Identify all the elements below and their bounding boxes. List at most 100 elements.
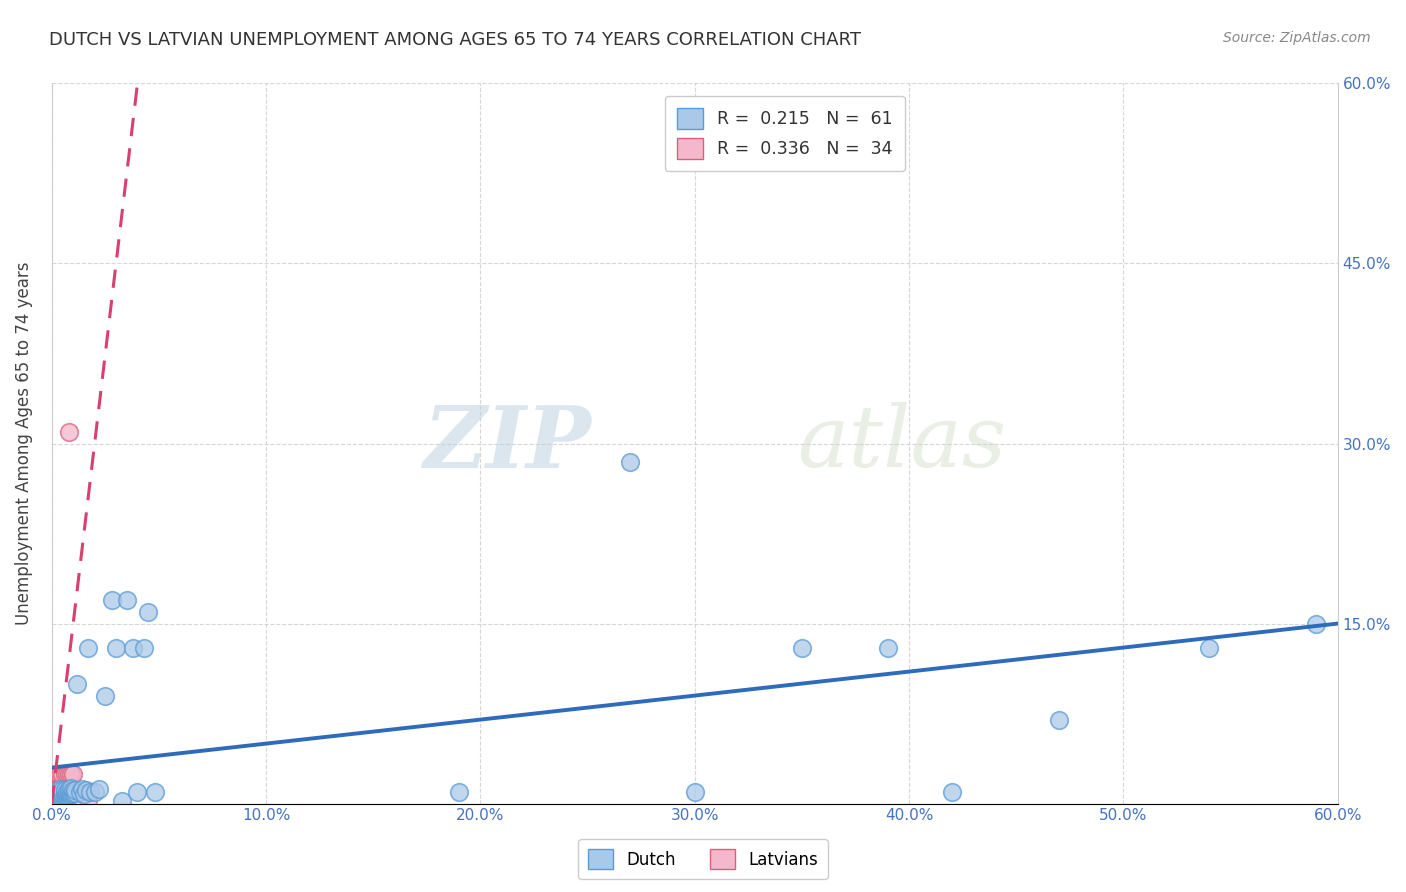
Dutch (45, 784, 67, 798)
Text: DUTCH VS LATVIAN UNEMPLOYMENT AMONG AGES 65 TO 74 YEARS CORRELATION CHART: DUTCH VS LATVIAN UNEMPLOYMENT AMONG AGES… (49, 31, 862, 49)
Dutch (1198, 640, 1220, 655)
Dutch (100, 592, 122, 607)
Dutch (127, 784, 149, 798)
Latvians (53, 784, 76, 798)
Dutch (51, 786, 73, 800)
Dutch (65, 786, 87, 800)
Latvians (49, 782, 72, 797)
Dutch (62, 783, 84, 797)
Dutch (65, 783, 87, 797)
Latvians (49, 784, 72, 798)
Dutch (55, 784, 77, 798)
Latvians (51, 784, 73, 798)
Dutch (70, 782, 93, 797)
Latvians (42, 784, 65, 798)
Dutch (49, 789, 72, 804)
Latvians (62, 766, 84, 780)
Dutch (49, 787, 72, 801)
Dutch (53, 783, 76, 797)
Dutch (58, 782, 80, 797)
Dutch (51, 788, 73, 802)
Dutch (46, 786, 69, 800)
Dutch (46, 788, 69, 802)
Latvians (62, 784, 84, 798)
Dutch (115, 592, 138, 607)
Dutch (77, 640, 100, 655)
Dutch (55, 786, 77, 800)
Dutch (1047, 713, 1070, 727)
Y-axis label: Unemployment Among Ages 65 to 74 years: Unemployment Among Ages 65 to 74 years (15, 261, 32, 625)
Dutch (619, 454, 641, 468)
Latvians (49, 766, 72, 780)
Dutch (49, 782, 72, 797)
Dutch (53, 788, 76, 802)
Dutch (42, 790, 65, 805)
Dutch (132, 640, 155, 655)
Dutch (111, 794, 134, 808)
Latvians (45, 784, 67, 798)
Latvians (45, 787, 67, 801)
Latvians (58, 784, 80, 798)
Dutch (94, 689, 117, 703)
Dutch (45, 787, 67, 801)
Dutch (58, 787, 80, 801)
Latvians (55, 784, 77, 798)
Dutch (55, 788, 77, 802)
Latvians (55, 787, 77, 801)
Latvians (46, 782, 69, 797)
Latvians (51, 782, 73, 797)
Dutch (46, 784, 69, 798)
Latvians (69, 784, 91, 798)
Dutch (60, 784, 83, 798)
Dutch (53, 786, 76, 800)
Text: atlas: atlas (797, 402, 1007, 485)
Dutch (51, 787, 73, 801)
Dutch (941, 784, 963, 798)
Legend: R =  0.215   N =  61, R =  0.336   N =  34: R = 0.215 N = 61, R = 0.336 N = 34 (665, 95, 904, 171)
Latvians (51, 787, 73, 801)
Text: Source: ZipAtlas.com: Source: ZipAtlas.com (1223, 31, 1371, 45)
Dutch (876, 640, 898, 655)
Dutch (87, 782, 110, 797)
Dutch (790, 640, 813, 655)
Dutch (46, 790, 69, 805)
Latvians (49, 787, 72, 801)
Text: ZIP: ZIP (425, 401, 592, 485)
Latvians (60, 766, 83, 780)
Dutch (136, 605, 159, 619)
Dutch (105, 640, 128, 655)
Legend: Dutch, Latvians: Dutch, Latvians (578, 838, 828, 880)
Dutch (66, 676, 89, 690)
Dutch (49, 788, 72, 802)
Latvians (46, 784, 69, 798)
Dutch (73, 787, 96, 801)
Dutch (62, 786, 84, 800)
Latvians (62, 787, 84, 801)
Dutch (51, 790, 73, 805)
Latvians (58, 425, 80, 439)
Latvians (42, 782, 65, 797)
Latvians (60, 787, 83, 801)
Latvians (46, 788, 69, 802)
Latvians (51, 766, 73, 780)
Dutch (49, 784, 72, 798)
Dutch (60, 780, 83, 795)
Dutch (122, 640, 145, 655)
Dutch (58, 784, 80, 798)
Dutch (69, 784, 91, 798)
Dutch (79, 784, 101, 798)
Dutch (60, 787, 83, 801)
Latvians (53, 787, 76, 801)
Dutch (83, 784, 105, 798)
Dutch (1305, 616, 1327, 631)
Dutch (143, 784, 166, 798)
Latvians (53, 766, 76, 780)
Dutch (683, 784, 706, 798)
Dutch (75, 783, 97, 797)
Latvians (77, 793, 100, 807)
Latvians (46, 766, 69, 780)
Latvians (65, 784, 87, 798)
Dutch (51, 783, 73, 797)
Latvians (55, 766, 77, 780)
Dutch (447, 784, 470, 798)
